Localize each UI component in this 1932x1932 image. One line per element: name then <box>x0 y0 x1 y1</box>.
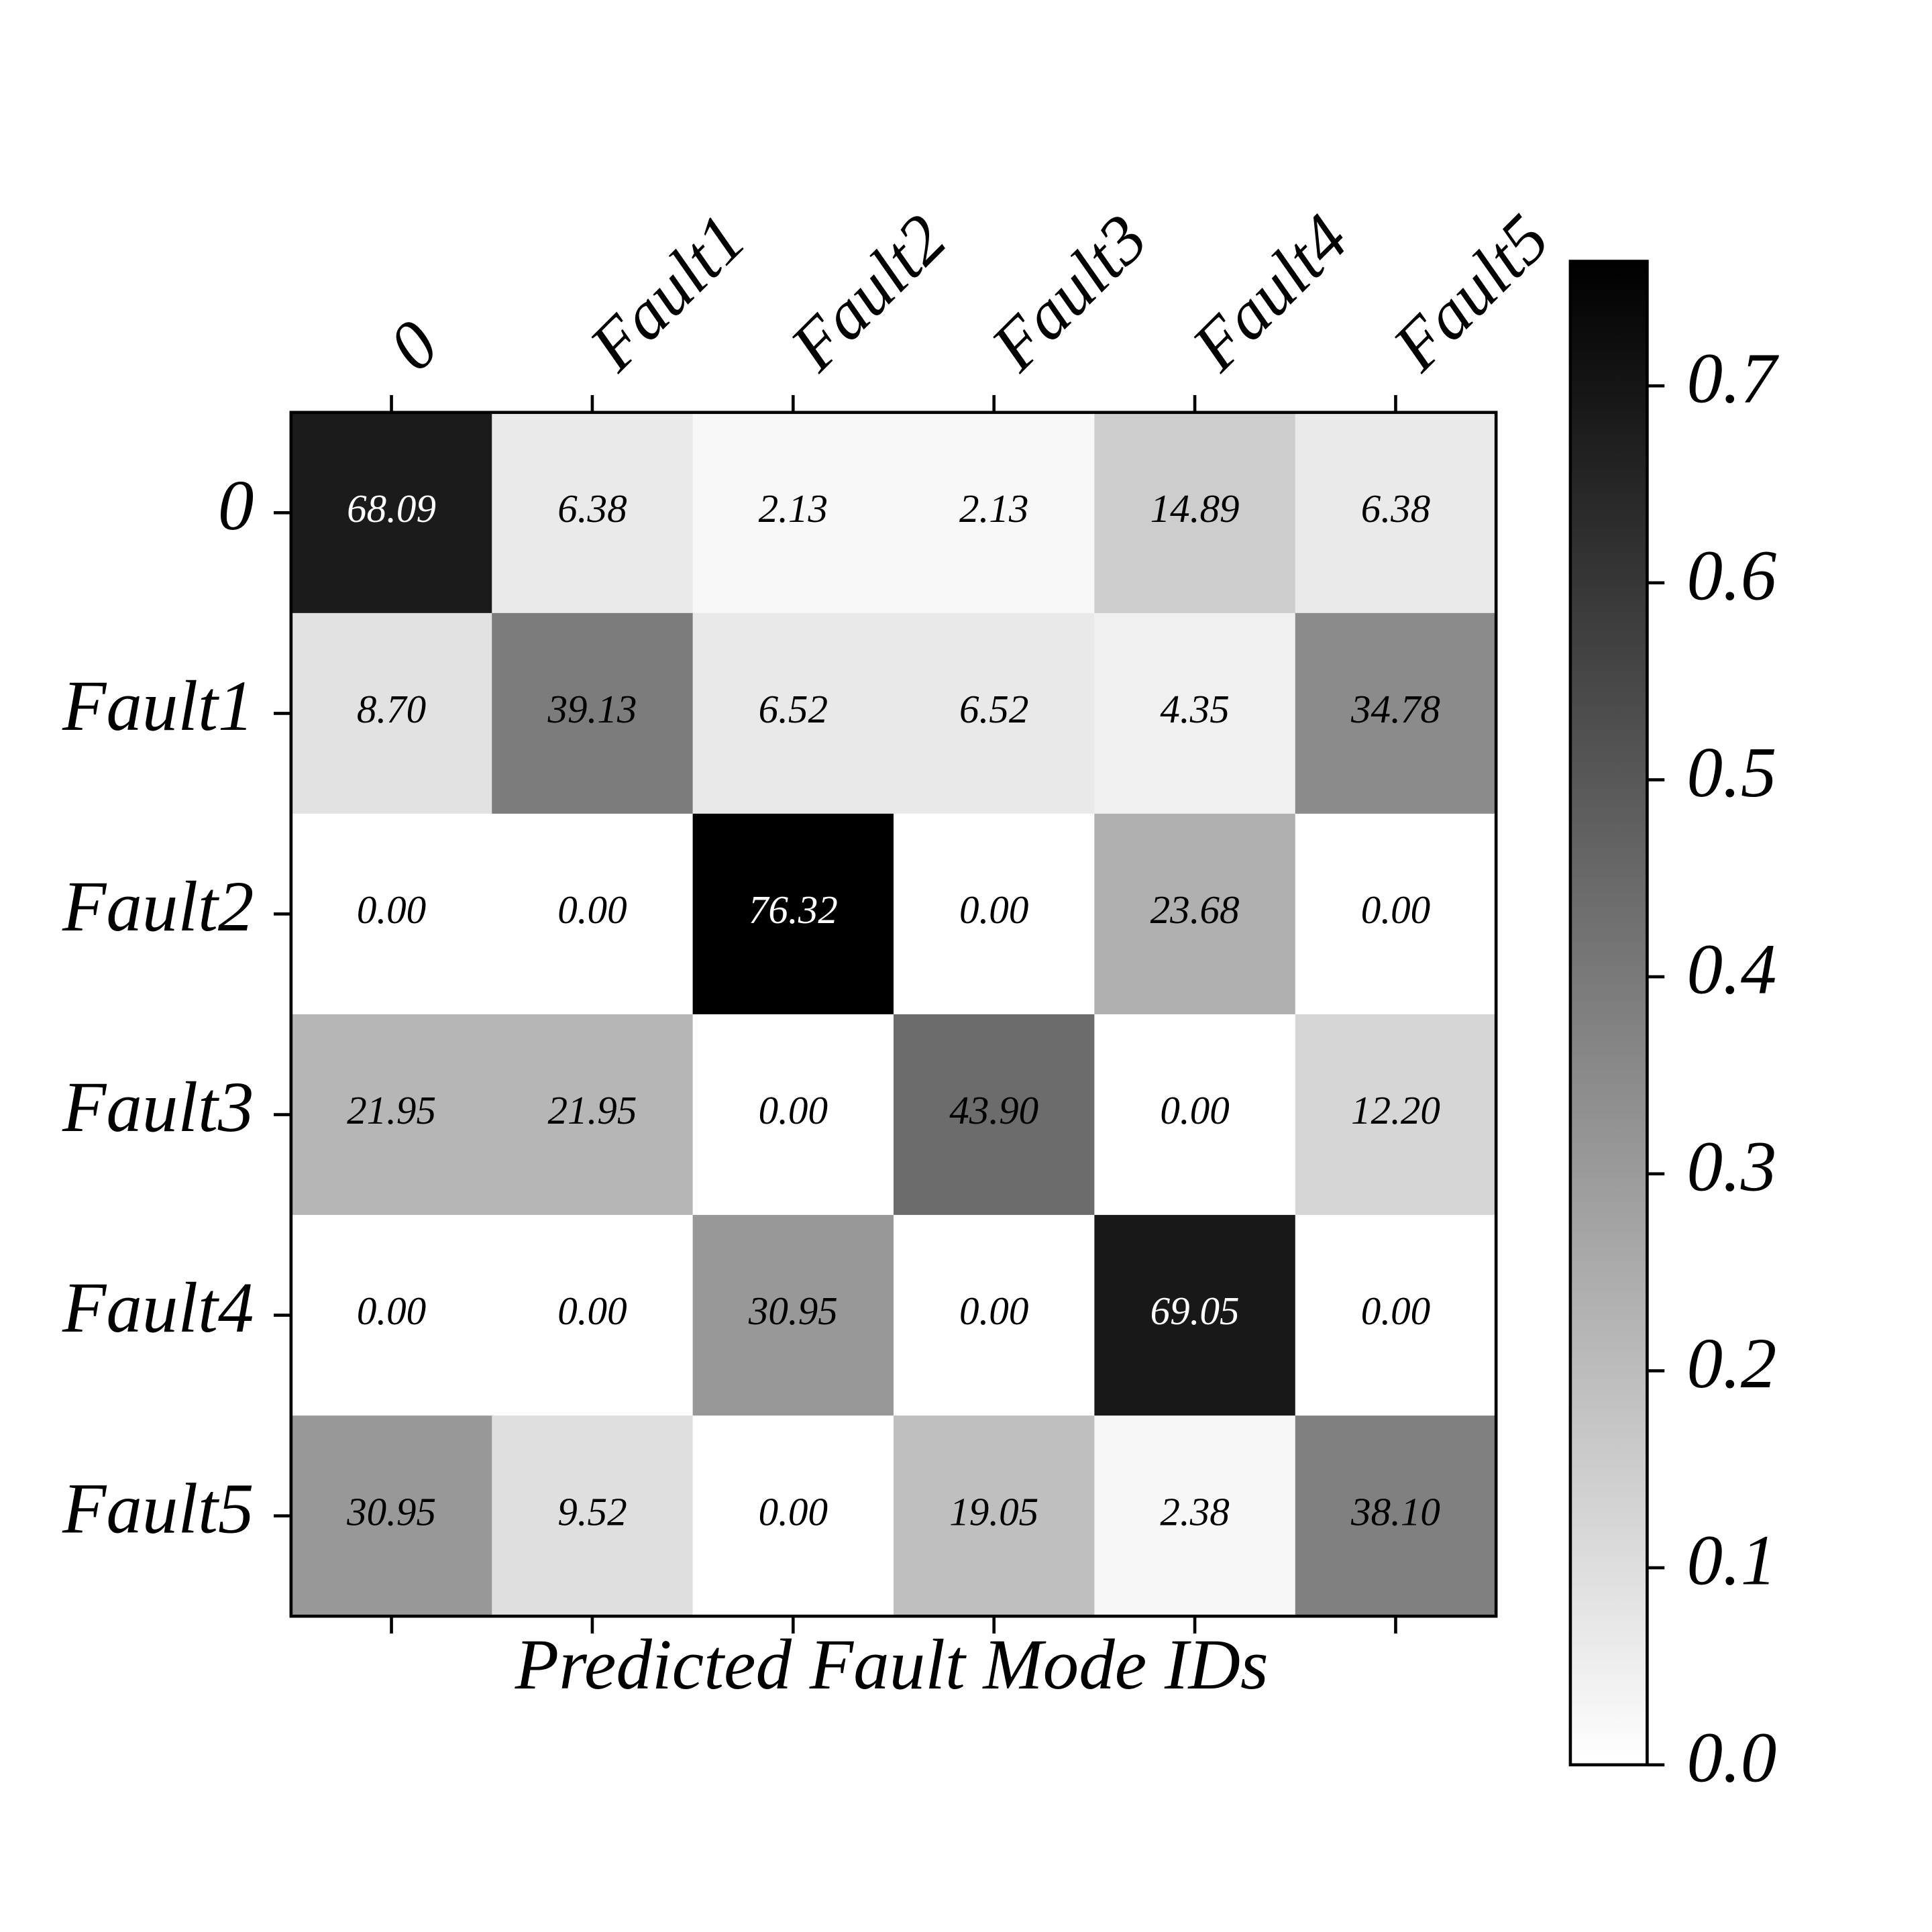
cell-label: 9.52 <box>557 1489 627 1534</box>
cell <box>290 813 493 1015</box>
cell <box>492 1215 694 1417</box>
cell <box>290 1415 493 1617</box>
cell <box>492 612 694 814</box>
cell-label: 34.78 <box>1350 687 1440 731</box>
cell-label: 0.00 <box>1361 888 1430 932</box>
colorbar <box>1568 260 1649 1767</box>
cell-label: 6.38 <box>1361 486 1430 531</box>
colorbar-tick-label: 0.5 <box>1686 733 1776 812</box>
cell <box>1295 1014 1497 1216</box>
cell <box>1094 412 1296 614</box>
cell-label: 69.05 <box>1150 1289 1240 1333</box>
cell-label: 6.52 <box>759 687 828 731</box>
x-tick-label: Fault2 <box>775 200 961 385</box>
cell-label: 0.00 <box>759 1088 828 1132</box>
cell-label: 30.95 <box>748 1289 838 1333</box>
cell <box>1094 1014 1296 1216</box>
cell-label: 19.05 <box>949 1489 1038 1534</box>
cell <box>692 412 894 614</box>
x-axis-label: Predicted Fault Mode IDs <box>515 1625 1269 1705</box>
matrix <box>290 412 1497 1617</box>
cell-label: 0.00 <box>959 1289 1028 1333</box>
cell <box>1094 1415 1296 1617</box>
cell-label: 0.00 <box>1361 1289 1430 1333</box>
cell-label: 0.00 <box>357 888 426 932</box>
cell <box>1094 813 1296 1015</box>
cell-label: 21.95 <box>547 1088 637 1132</box>
cell-label: 14.89 <box>1150 486 1240 531</box>
cell-label: 0.00 <box>959 888 1028 932</box>
matrix-frame <box>289 411 1498 1618</box>
colorbar-tick-label: 0.0 <box>1686 1718 1776 1797</box>
y-tick-label: Fault5 <box>62 1469 254 1548</box>
cell <box>894 813 1095 1015</box>
cell-label: 39.13 <box>547 687 637 731</box>
cell-label: 43.90 <box>949 1088 1038 1132</box>
cell <box>692 612 894 814</box>
colorbar-tick-label: 0.6 <box>1686 536 1776 615</box>
cell <box>290 612 493 814</box>
cell <box>692 813 894 1015</box>
colorbar-tick-label: 0.7 <box>1686 339 1779 419</box>
x-tick-label: Fault3 <box>977 200 1162 385</box>
cell <box>1094 1215 1296 1417</box>
cell-label: 0.00 <box>557 1289 627 1333</box>
cell-label: 2.13 <box>959 486 1028 531</box>
cell-label: 6.38 <box>557 486 627 531</box>
cell-label: 0.00 <box>357 1289 426 1333</box>
cell <box>692 1014 894 1216</box>
cell <box>894 1014 1095 1216</box>
cell <box>894 412 1095 614</box>
cell <box>1295 1415 1497 1617</box>
y-tick-label: Fault3 <box>62 1068 254 1147</box>
cell <box>1295 1215 1497 1417</box>
x-tick-label: 0 <box>374 307 453 385</box>
colorbar-tick-label: 0.2 <box>1686 1324 1776 1403</box>
cell-label: 21.95 <box>347 1088 436 1132</box>
colorbar-tick-label: 0.4 <box>1686 930 1776 1010</box>
cell <box>290 412 493 614</box>
cell-label: 23.68 <box>1150 888 1240 932</box>
cell <box>894 612 1095 814</box>
colorbar-tick-label: 0.3 <box>1686 1127 1776 1206</box>
x-tick-label: Fault4 <box>1177 200 1362 385</box>
cell <box>692 1215 894 1417</box>
cell <box>290 1215 493 1417</box>
cell-label: 38.10 <box>1350 1489 1440 1534</box>
y-tick-label: Fault1 <box>62 667 254 746</box>
cell <box>1295 412 1497 614</box>
cell-label: 2.38 <box>1160 1489 1229 1534</box>
colorbar-tick-label: 0.1 <box>1686 1521 1776 1601</box>
cell <box>894 1215 1095 1417</box>
cell <box>1094 612 1296 814</box>
y-tick-label: Fault2 <box>62 867 254 947</box>
cell-label: 6.52 <box>959 687 1028 731</box>
cell <box>692 1415 894 1617</box>
cell-label: 4.35 <box>1160 687 1229 731</box>
cell-label: 2.13 <box>759 486 828 531</box>
cell <box>1295 813 1497 1015</box>
cell-label: 68.09 <box>347 486 436 531</box>
cell-label: 0.00 <box>759 1489 828 1534</box>
cell-label: 0.00 <box>1160 1088 1229 1132</box>
cell-label: 76.32 <box>749 888 838 932</box>
cell <box>1295 612 1497 814</box>
cell <box>492 412 694 614</box>
cell-label: 12.20 <box>1351 1088 1440 1132</box>
cell <box>492 1014 694 1216</box>
y-tick-label: 0 <box>218 466 254 545</box>
cell <box>492 1415 694 1617</box>
x-tick-label: Fault5 <box>1378 200 1563 385</box>
x-tick-label: Fault1 <box>575 200 760 385</box>
cell-label: 30.95 <box>346 1489 436 1534</box>
cell-label: 8.70 <box>357 687 426 731</box>
y-tick-label: Fault4 <box>62 1269 254 1348</box>
cell <box>894 1415 1095 1617</box>
cell-label: 0.00 <box>557 888 627 932</box>
cell <box>290 1014 493 1216</box>
cell <box>492 813 694 1015</box>
